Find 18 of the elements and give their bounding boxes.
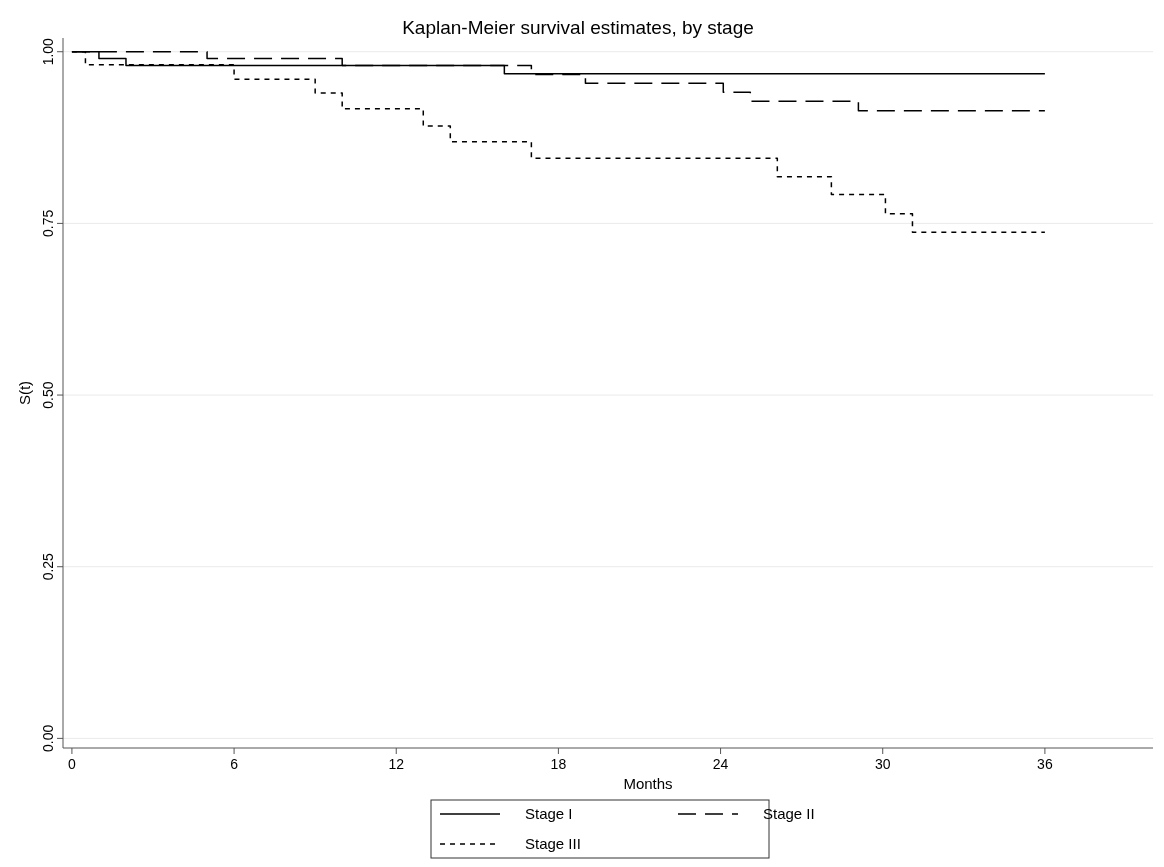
x-tick-label: 36 <box>1037 756 1053 772</box>
x-tick-label: 6 <box>230 756 239 772</box>
y-tick-label: 0.25 <box>40 552 56 581</box>
x-tick-label: 12 <box>388 756 405 772</box>
legend-label: Stage II <box>763 805 815 822</box>
y-tick-label: 1.00 <box>40 37 56 66</box>
x-tick-label: 0 <box>68 756 77 772</box>
legend-label: Stage I <box>525 805 573 822</box>
y-tick-label: 0.00 <box>40 724 56 753</box>
x-tick-label: 30 <box>874 756 891 772</box>
legend-label: Stage III <box>525 835 581 852</box>
x-tick-label: 18 <box>550 756 567 772</box>
x-axis-title: Months <box>623 775 673 792</box>
y-axis-title: S(t) <box>16 380 33 406</box>
y-tick-label: 0.50 <box>40 381 56 409</box>
y-tick-label: 0.75 <box>40 209 56 238</box>
chart-title: Kaplan-Meier survival estimates, by stage <box>402 17 754 38</box>
x-tick-label: 24 <box>712 756 729 772</box>
